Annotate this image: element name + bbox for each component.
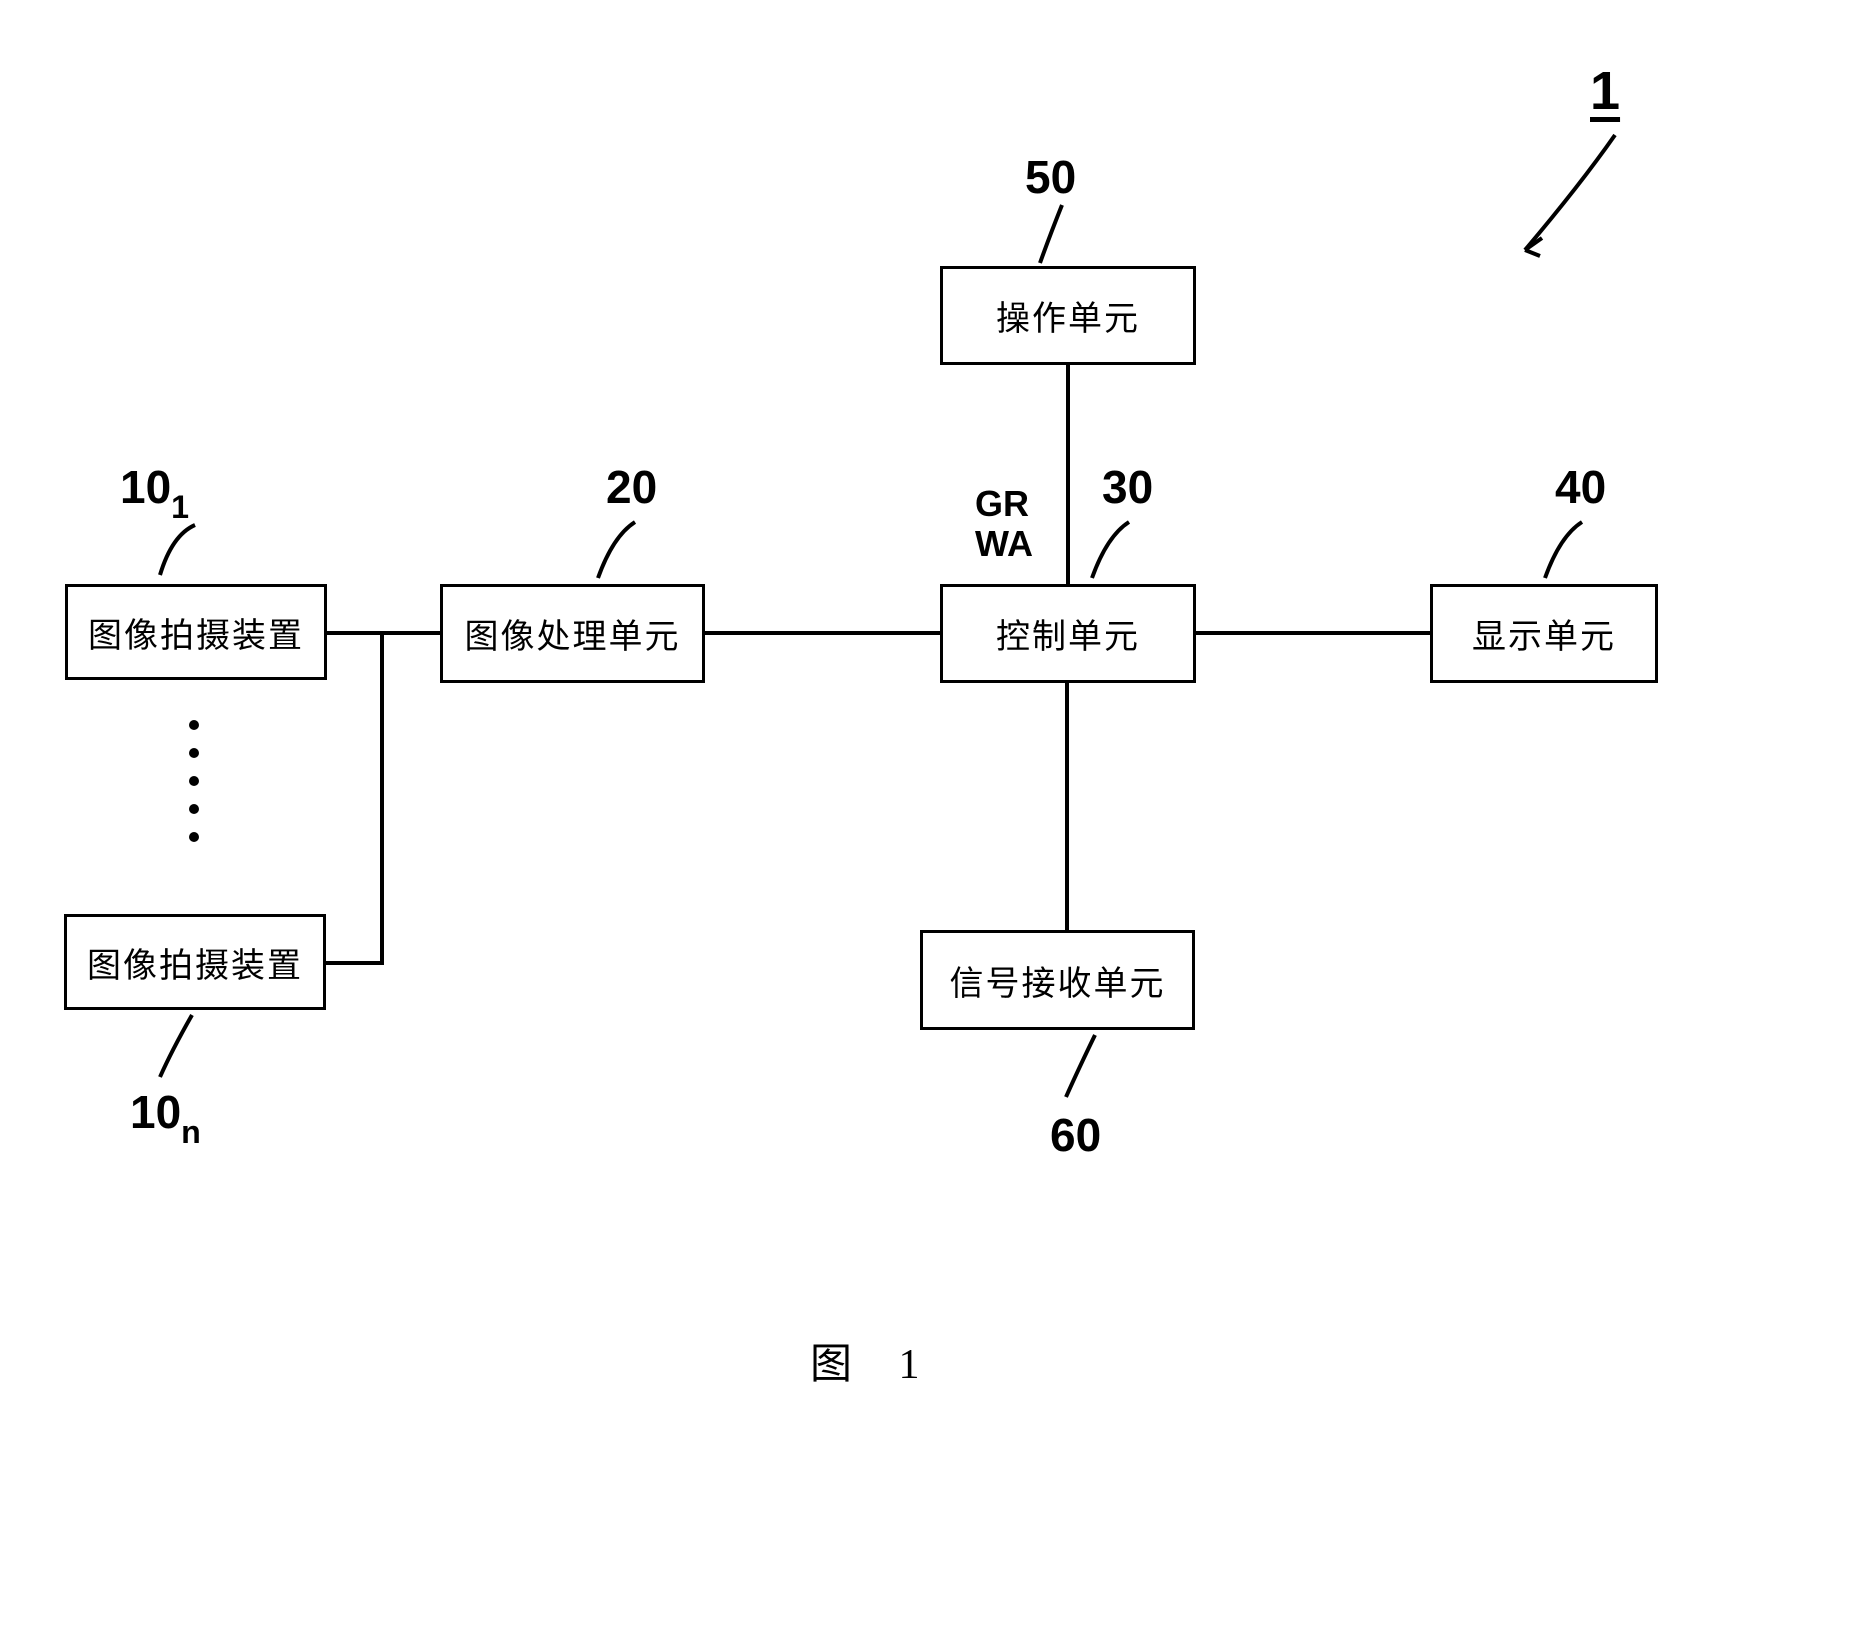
node-op: 操作单元 bbox=[940, 266, 1196, 365]
ellipsis-dots bbox=[189, 720, 199, 842]
edge-imgdevn-to-joint bbox=[326, 961, 382, 965]
node-img-proc: 图像处理单元 bbox=[440, 584, 705, 683]
edge-ctrl-to-disp bbox=[1196, 631, 1430, 635]
node-ctrl: 控制单元 bbox=[940, 584, 1196, 683]
ref-ctrl: 30 bbox=[1102, 460, 1153, 514]
node-img-dev-1-label: 图像拍摄装置 bbox=[88, 608, 304, 657]
node-disp: 显示单元 bbox=[1430, 584, 1658, 683]
edge-joint-to-imgproc bbox=[380, 631, 440, 635]
node-ctrl-label: 控制单元 bbox=[996, 609, 1140, 658]
node-img-dev-n: 图像拍摄装置 bbox=[64, 914, 326, 1010]
ref-disp: 40 bbox=[1555, 460, 1606, 514]
node-img-dev-1: 图像拍摄装置 bbox=[65, 584, 327, 680]
edge-ctrl-to-op bbox=[1066, 365, 1070, 584]
lead-img-dev-1 bbox=[150, 520, 220, 590]
ref-op: 50 bbox=[1025, 150, 1076, 204]
edge-joint-vertical bbox=[380, 631, 384, 965]
node-img-dev-n-label: 图像拍摄装置 bbox=[87, 938, 303, 987]
node-img-proc-label: 图像处理单元 bbox=[465, 609, 681, 658]
node-disp-label: 显示单元 bbox=[1472, 609, 1616, 658]
ref-img-dev-n: 10n bbox=[130, 1085, 201, 1146]
node-sigrx: 信号接收单元 bbox=[920, 930, 1195, 1030]
lead-img-dev-n bbox=[152, 1015, 222, 1085]
annot-gr-wa: GR WA bbox=[975, 484, 1033, 563]
edge-imgdev1-to-joint bbox=[327, 631, 383, 635]
node-op-label: 操作单元 bbox=[996, 291, 1140, 340]
annot-wa: WA bbox=[975, 524, 1033, 564]
lead-op bbox=[1040, 205, 1110, 275]
lead-system-arrow bbox=[1500, 130, 1640, 270]
annot-gr: GR bbox=[975, 484, 1033, 524]
diagram-canvas: 图像拍摄装置 图像拍摄装置 图像处理单元 控制单元 操作单元 信号接收单元 显示… bbox=[0, 0, 1857, 1646]
edge-ctrl-to-sigrx bbox=[1065, 683, 1069, 930]
node-sigrx-label: 信号接收单元 bbox=[950, 956, 1166, 1005]
lead-ctrl bbox=[1087, 518, 1157, 588]
lead-img-proc bbox=[593, 518, 663, 588]
lead-sigrx bbox=[1060, 1035, 1130, 1105]
lead-disp bbox=[1540, 518, 1610, 588]
ref-img-dev-1: 101 bbox=[120, 460, 189, 521]
ref-img-proc: 20 bbox=[606, 460, 657, 514]
ref-system: 1 bbox=[1590, 60, 1620, 122]
figure-caption: 图 1 bbox=[810, 1330, 938, 1391]
edge-imgproc-to-ctrl bbox=[705, 631, 940, 635]
ref-sigrx: 60 bbox=[1050, 1108, 1101, 1162]
